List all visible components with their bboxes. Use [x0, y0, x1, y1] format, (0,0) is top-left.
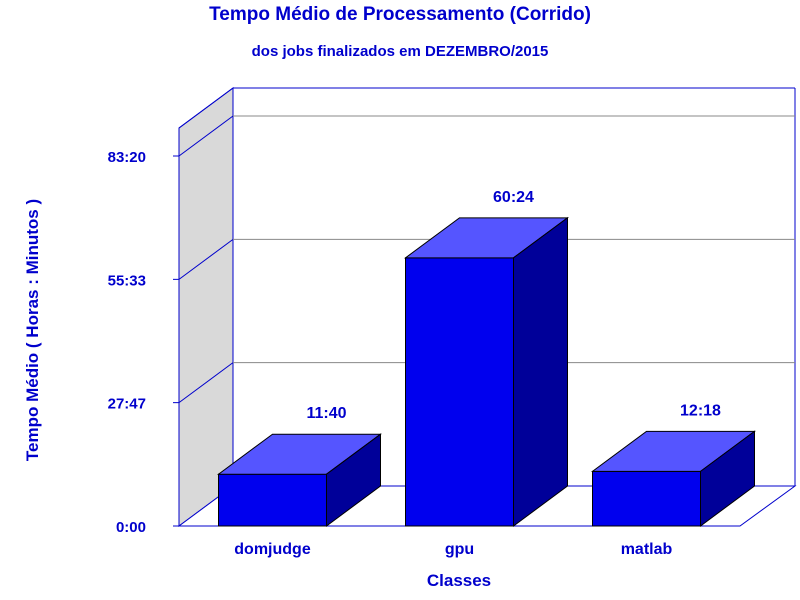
- gridline-side: [178, 115, 234, 157]
- x-tick-label: matlab: [621, 541, 673, 558]
- bar: [405, 257, 514, 527]
- bar: [218, 473, 327, 527]
- data-label: 60:24: [493, 189, 534, 206]
- gridline-side: [178, 238, 234, 280]
- y-tick-label: 27:47: [108, 396, 146, 413]
- y-tick-label: 0:00: [116, 519, 146, 536]
- wall-top-edge: [178, 87, 234, 129]
- y-tick-label: 55:33: [108, 272, 146, 289]
- y-tick-label: 83:20: [108, 149, 146, 166]
- plot-area: 0:00 27:47 55:33 83:20 11:40 domjudge 60:24 gpu…: [108, 87, 797, 558]
- x-tick-label: gpu: [445, 541, 474, 558]
- y-axis-label: Tempo Médio ( Horas : Minutos ): [23, 199, 42, 461]
- side-wall: [178, 87, 234, 527]
- data-label: 12:18: [680, 402, 721, 419]
- bar: [592, 470, 701, 527]
- bar-side: [700, 430, 755, 527]
- data-label: 11:40: [306, 405, 346, 422]
- chart-subtitle: dos jobs finalizados em DEZEMBRO/2015: [252, 43, 549, 60]
- x-axis-label: Classes: [427, 571, 491, 590]
- gridline-side: [178, 362, 234, 404]
- bar-side: [326, 433, 381, 527]
- x-tick-label: domjudge: [234, 541, 311, 558]
- bar-side: [513, 216, 568, 527]
- chart-title: Tempo Médio de Processamento (Corrido): [209, 4, 591, 25]
